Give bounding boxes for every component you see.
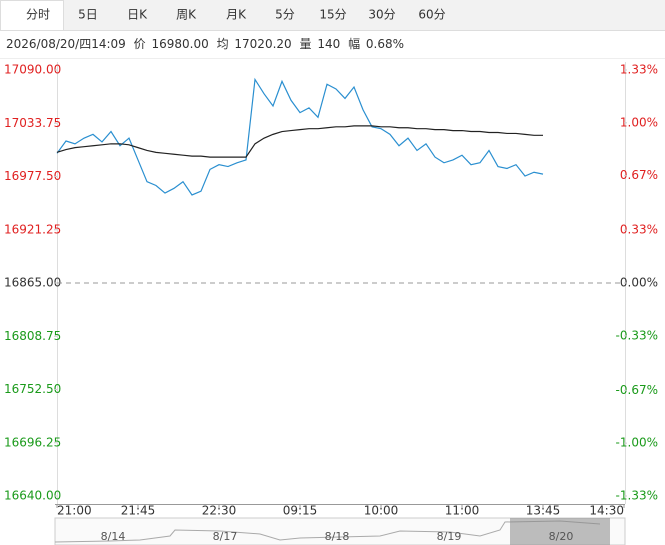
info-value: 0.68%	[366, 37, 404, 51]
x-tick-label: 10:00	[364, 504, 399, 518]
info-value: 140	[317, 37, 340, 51]
info-label: 量	[300, 37, 312, 51]
x-tick-label: 22:30	[202, 504, 237, 518]
tab[interactable]: 5日	[78, 8, 98, 22]
y-tick-label: 16696.25	[4, 435, 61, 449]
price-line	[56, 125, 543, 158]
tab[interactable]: 15分	[319, 8, 346, 22]
tab-selected	[0, 0, 64, 31]
y-tick-label: 16640.00	[4, 489, 61, 503]
info-label: 均	[217, 37, 229, 51]
y2-tick-label: -1.00%	[616, 436, 658, 450]
info-value: 16980.00	[151, 37, 208, 51]
info-line: 2026/08/20/四14:09 价 16980.00 均 17020.20 …	[6, 36, 404, 51]
tab[interactable]: 分时	[26, 8, 50, 22]
navigator-label: 8/14	[101, 530, 126, 543]
info-datetime: 2026/08/20/四14:09	[6, 37, 126, 51]
tab-bar	[0, 0, 665, 30]
y2-tick-label: -0.33%	[616, 328, 658, 342]
tab[interactable]: 60分	[418, 8, 445, 22]
tab[interactable]: 日K	[127, 8, 148, 22]
info-value: 17020.20	[234, 37, 291, 51]
x-tick-label: 09:15	[283, 504, 318, 518]
price-line	[56, 77, 544, 196]
y-tick-label: 16865.00	[4, 276, 61, 290]
y2-tick-label: 0.33%	[620, 223, 658, 237]
x-tick-label: 13:45	[526, 504, 561, 518]
x-tick-label: 14:30	[589, 504, 624, 518]
navigator-label: 8/20	[549, 530, 574, 543]
y2-tick-label: 0.67%	[620, 168, 658, 182]
info-label: 价	[134, 37, 146, 51]
y2-tick-label: 1.00%	[620, 115, 658, 129]
y2-tick-label: 0.00%	[620, 276, 658, 290]
navigator-label: 8/18	[325, 530, 350, 543]
y-tick-label: 17090.00	[4, 63, 61, 77]
tabs: 分时 5日 日K 周K 月K 5分 15分 30分 60分	[26, 8, 446, 22]
tab[interactable]: 月K	[226, 8, 247, 22]
navigator-window[interactable]	[510, 518, 610, 545]
y-tick-label: 16977.50	[4, 169, 61, 183]
y-tick-label: 17033.75	[4, 116, 61, 130]
tab[interactable]: 30分	[368, 8, 395, 22]
x-tick-label: 11:00	[445, 504, 480, 518]
chart: 17090.00 17033.75 16977.50 16921.25 16865.00…	[4, 63, 658, 544]
y2-tick-label: -0.67%	[616, 383, 658, 397]
tab[interactable]: 5分	[275, 8, 295, 22]
tab[interactable]: 周K	[176, 8, 197, 22]
y-tick-label: 16921.25	[4, 222, 61, 236]
y2-tick-label: 1.33%	[620, 63, 658, 77]
y2-tick-label: -1.33%	[616, 489, 658, 503]
x-tick-label: 21:45	[121, 504, 156, 518]
info-label: 幅	[348, 36, 360, 51]
x-tick-label: 21:00	[57, 504, 92, 518]
navigator-label: 8/17	[213, 530, 238, 543]
navigator-label: 8/19	[437, 530, 462, 543]
y-tick-label: 16808.75	[4, 329, 61, 343]
y-tick-label: 16752.50	[4, 382, 61, 396]
navigator-sparkline	[54, 520, 601, 543]
